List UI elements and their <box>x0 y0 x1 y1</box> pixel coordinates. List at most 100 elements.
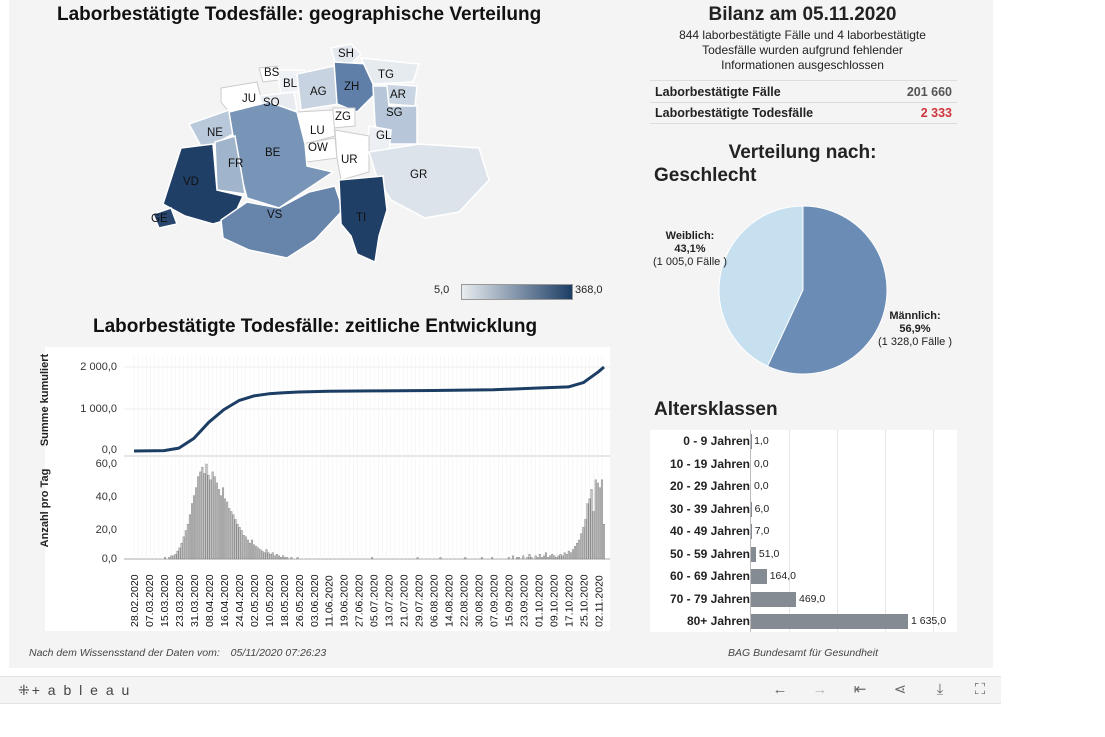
daily-bar[interactable] <box>542 555 545 560</box>
daily-bar[interactable] <box>236 523 239 560</box>
download-icon[interactable]: ⤓ <box>936 681 944 698</box>
timeline-chart[interactable]: 28.02.2020 07.03.2020 15.03.2020 23.03.2020… <box>124 347 610 631</box>
daily-bar[interactable] <box>228 508 231 560</box>
age-bar[interactable] <box>751 591 796 607</box>
daily-bar[interactable] <box>246 539 249 560</box>
daily-bar[interactable] <box>586 503 589 560</box>
daily-bar[interactable] <box>230 511 233 560</box>
age-row[interactable]: 10 - 19 Jahren 0,0 <box>650 453 957 475</box>
daily-bar[interactable] <box>205 463 208 560</box>
pie-slice-female[interactable] <box>718 205 804 367</box>
daily-bar[interactable] <box>277 555 280 560</box>
daily-bar[interactable] <box>582 527 585 560</box>
age-row[interactable]: 0 - 9 Jahren 1,0 <box>650 430 957 452</box>
daily-bar[interactable] <box>213 476 216 560</box>
daily-bar[interactable] <box>269 554 272 560</box>
daily-bar[interactable] <box>217 489 220 560</box>
tableau-logo[interactable]: ⁜+ a b l e a u <box>18 682 131 699</box>
daily-bar[interactable] <box>174 554 177 560</box>
daily-bar[interactable] <box>594 479 597 560</box>
daily-bar[interactable] <box>199 471 202 560</box>
daily-bar[interactable] <box>242 535 245 560</box>
canton-tg[interactable] <box>359 57 421 85</box>
daily-bar[interactable] <box>248 542 251 560</box>
daily-bar[interactable] <box>232 514 235 560</box>
daily-bar[interactable] <box>226 501 229 560</box>
daily-bar[interactable] <box>211 471 214 560</box>
age-row[interactable]: 80+ Jahren 1 635,0 <box>650 610 957 632</box>
daily-bar[interactable] <box>209 479 212 560</box>
age-row[interactable]: 30 - 39 Jahren 6,0 <box>650 498 957 520</box>
daily-bar[interactable] <box>197 476 200 560</box>
daily-bar[interactable] <box>257 547 260 560</box>
daily-bar[interactable] <box>551 554 554 560</box>
daily-bar[interactable] <box>178 547 181 560</box>
daily-bar[interactable] <box>282 555 285 560</box>
daily-bar[interactable] <box>164 557 167 560</box>
daily-bar[interactable] <box>176 550 179 560</box>
daily-bar[interactable] <box>491 557 494 560</box>
daily-bar[interactable] <box>574 546 576 560</box>
age-bar[interactable] <box>751 614 908 629</box>
daily-bar[interactable] <box>240 530 243 560</box>
daily-bar[interactable] <box>526 557 529 560</box>
age-bar[interactable] <box>751 501 752 517</box>
age-row[interactable]: 50 - 59 Jahren 51,0 <box>650 543 957 565</box>
daily-bar[interactable] <box>193 495 196 560</box>
daily-bar[interactable] <box>569 552 572 560</box>
kpi-row-cases[interactable]: Laborbestätigte Fälle 201 660 <box>650 80 957 102</box>
age-row[interactable]: 70 - 79 Jahren 469,0 <box>650 588 957 610</box>
daily-bar[interactable] <box>222 487 225 560</box>
share-icon[interactable]: ⋖ <box>893 681 907 698</box>
daily-bar[interactable] <box>588 498 591 560</box>
daily-bar[interactable] <box>271 552 274 560</box>
daily-bar[interactable] <box>545 552 547 560</box>
daily-bar[interactable] <box>578 539 581 560</box>
redo-icon[interactable]: → <box>812 681 828 698</box>
daily-bar[interactable] <box>253 544 256 560</box>
daily-bar[interactable] <box>549 555 552 560</box>
daily-bar[interactable] <box>580 533 583 560</box>
daily-bar[interactable] <box>603 523 605 560</box>
daily-bar[interactable] <box>190 503 193 560</box>
daily-bar[interactable] <box>261 550 264 560</box>
age-row[interactable]: 20 - 29 Jahren 0,0 <box>650 475 957 497</box>
daily-bar[interactable] <box>576 542 579 560</box>
kpi-row-deaths[interactable]: Laborbestätigte Todesfälle 2 333 <box>650 102 957 124</box>
daily-bar[interactable] <box>561 555 564 560</box>
daily-bar[interactable] <box>530 557 533 560</box>
daily-bar[interactable] <box>540 557 543 560</box>
daily-bar[interactable] <box>528 554 531 560</box>
daily-bar[interactable] <box>511 555 514 560</box>
daily-bar[interactable] <box>284 557 287 560</box>
daily-bar[interactable] <box>592 511 595 560</box>
daily-bar[interactable] <box>172 555 175 560</box>
daily-bar[interactable] <box>195 487 198 560</box>
daily-bar[interactable] <box>553 555 556 560</box>
daily-bar[interactable] <box>480 557 483 560</box>
daily-bar[interactable] <box>251 539 253 560</box>
age-chart[interactable]: 0 - 9 Jahren 1,0 10 - 19 Jahren 0,0 20 - 29 … <box>650 430 957 632</box>
daily-bar[interactable] <box>296 557 299 560</box>
revert-icon[interactable]: ⇤ <box>853 681 867 698</box>
age-row[interactable]: 60 - 69 Jahren 164,0 <box>650 565 957 587</box>
daily-bar[interactable] <box>207 474 210 560</box>
canton-sh[interactable] <box>330 43 363 65</box>
daily-bar[interactable] <box>186 523 189 560</box>
daily-bar[interactable] <box>215 482 218 560</box>
daily-bar[interactable] <box>273 555 276 560</box>
daily-bar[interactable] <box>547 557 550 560</box>
daily-bar[interactable] <box>280 557 282 560</box>
daily-bar[interactable] <box>238 527 241 560</box>
daily-bar[interactable] <box>559 554 562 560</box>
age-row[interactable]: 40 - 49 Jahren 7,0 <box>650 520 957 542</box>
daily-bar[interactable] <box>584 519 587 560</box>
daily-bar[interactable] <box>516 557 519 560</box>
daily-bar[interactable] <box>598 487 601 560</box>
daily-bar[interactable] <box>538 554 541 560</box>
daily-bar[interactable] <box>267 552 270 560</box>
daily-bar[interactable] <box>596 482 599 560</box>
age-bar[interactable] <box>751 524 752 539</box>
daily-bar[interactable] <box>555 557 558 560</box>
daily-bar[interactable] <box>571 549 574 560</box>
